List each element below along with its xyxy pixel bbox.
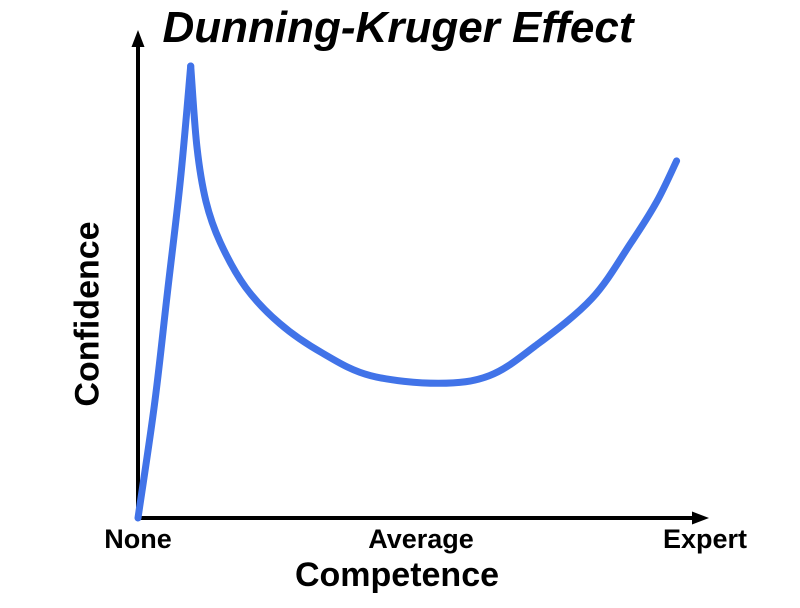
x-axis-arrowhead — [692, 511, 709, 525]
curve-main-segment — [187, 62, 681, 387]
x-axis-label: Competence — [294, 556, 500, 594]
x-tick-average: Average — [368, 524, 474, 554]
curve-rise-segment — [134, 62, 195, 522]
y-axis-arrowhead — [131, 30, 145, 47]
x-tick-none: None — [104, 524, 172, 554]
x-tick-expert: Expert — [662, 524, 748, 554]
y-axis-label: Confidence — [68, 221, 107, 407]
chart-title: Dunning-Kruger Effect — [162, 3, 634, 52]
